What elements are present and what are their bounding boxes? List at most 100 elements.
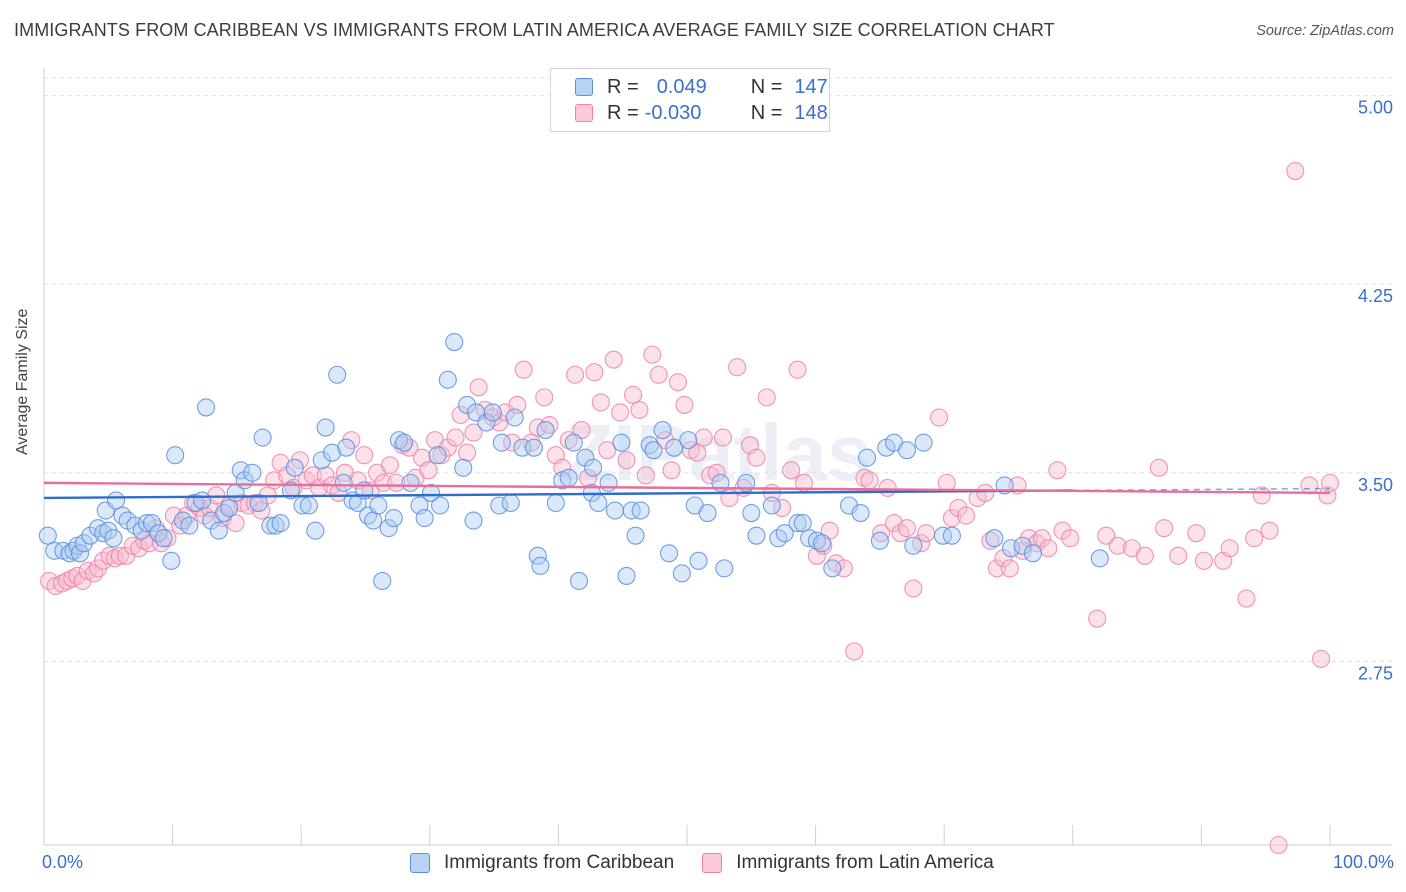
caribbean-point [142,514,162,533]
caribbean-point [631,501,650,520]
series-legend: Immigrants from Caribbean Immigrants fro… [410,852,1022,874]
latin-america-point [387,473,406,492]
legend-row-latin-america: R = -0.030 N = 148 [575,101,828,125]
latin-america-point [63,569,82,588]
caribbean-point [737,473,756,492]
latin-america-point [1245,529,1264,548]
caribbean-point [747,526,766,545]
caribbean-point [775,524,794,543]
caribbean-point [328,365,347,384]
latin-america-point [1039,539,1058,558]
caribbean-point [438,370,457,389]
series-legend-caribbean: Immigrants from Caribbean [410,852,674,874]
caribbean-point [106,491,126,510]
latin-america-point [380,456,399,475]
latin-america-point [1000,559,1019,578]
latin-america-point [1135,546,1154,565]
caribbean-point [445,332,464,352]
axes [43,68,1392,846]
caribbean-point [458,395,477,414]
latin-america-point [668,373,688,392]
latin-america-point [252,501,271,520]
caribbean-point [483,403,502,422]
caribbean-point [373,571,392,591]
latin-america-point [688,443,707,462]
caribbean-point [942,526,961,545]
caribbean-point [672,564,691,583]
latin-america-point [585,363,604,382]
latin-america-point [553,458,572,477]
caribbean-point [389,431,408,450]
caribbean-point [665,438,684,457]
caribbean-point [253,428,272,447]
caribbean-point [113,506,132,525]
caribbean-point [384,509,403,528]
latin-america-point [1237,589,1256,608]
latin-america-point [458,443,477,462]
latin-america-point [662,461,681,480]
caribbean-point [422,483,441,502]
latin-america-point [630,400,649,419]
caribbean-point [323,443,342,462]
caribbean-point [644,441,663,460]
latin-america-point [897,519,916,538]
caribbean-point [742,504,761,523]
caribbean-point [196,398,216,417]
latin-america-points [40,161,1340,855]
latin-america-point [438,438,457,457]
legend-swatch-latin-america [575,104,593,122]
caribbean-point [337,438,356,457]
n-label: N = [750,75,783,98]
latin-america-point [855,468,874,487]
r-label: R = [607,75,639,98]
series-label-caribbean: Immigrants from Caribbean [444,852,675,873]
caribbean-point [870,531,889,550]
caribbean-point [536,421,555,440]
latin-america-point [872,524,891,543]
latin-america-point [694,428,713,447]
latin-america-point [1088,609,1107,628]
latin-america-point [957,506,976,525]
latin-america-point [643,345,662,364]
caribbean-point [605,501,625,520]
latin-america-point [904,579,923,598]
caribbean-point [154,529,173,548]
latin-america-point [930,408,949,427]
caribbean-point [584,458,603,477]
source-label: Source: ZipAtlas.com [1256,23,1394,39]
latin-america-point [713,428,733,447]
r-value: -0.030 [644,101,702,124]
caribbean-point [281,481,300,500]
series-swatch-caribbean [410,853,430,873]
latin-america-point [1169,546,1188,565]
latin-america-point [675,395,694,414]
caribbean-trend-line [43,489,1073,500]
x-axis-min-label: 0.0% [42,852,84,872]
latin-america-trend-line [43,481,1331,495]
caribbean-point [379,519,398,538]
caribbean-point [589,493,608,513]
latin-america-point [1061,529,1080,548]
caribbean-point [1090,549,1109,568]
latin-america-point [451,405,470,425]
latin-america-point [617,451,636,470]
caribbean-point [492,433,511,452]
caribbean-point [243,463,262,482]
caribbean-point [214,504,234,523]
caribbean-point [261,516,280,535]
latin-america-point [374,473,393,492]
caribbean-point [576,448,595,467]
caribbean-point [807,531,826,550]
latin-america-point [860,471,879,490]
caribbean-point [698,504,717,523]
legend-swatch-caribbean [575,78,593,96]
latin-america-point [976,483,995,502]
caribbean-point [788,514,807,533]
caribbean-point [231,461,250,480]
y-axis-title: Average Family Size [14,308,31,455]
caribbean-point [285,458,304,477]
caribbean-point [524,438,544,457]
caribbean-point [1023,544,1042,563]
caribbean-point [401,473,420,492]
caribbean-point [617,566,636,585]
